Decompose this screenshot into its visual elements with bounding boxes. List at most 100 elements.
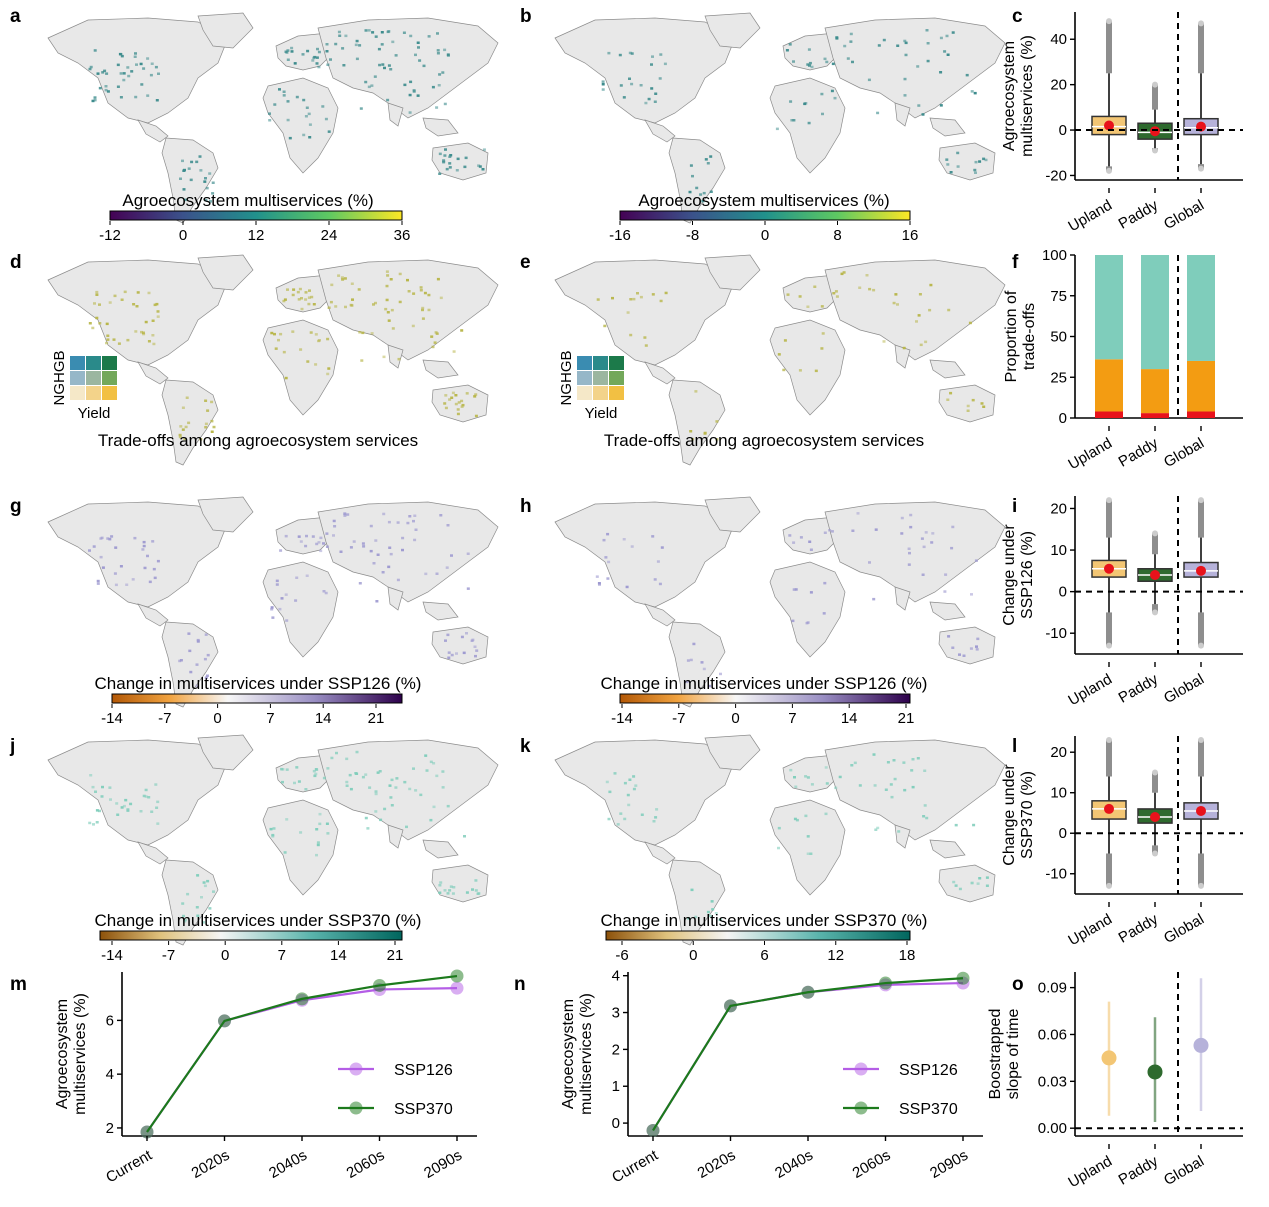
map-h-cell	[830, 530, 834, 533]
map-j-cell	[186, 892, 190, 896]
bivariate-cell	[70, 356, 85, 370]
map-d-cell	[344, 305, 347, 309]
map-a-cell	[285, 51, 289, 54]
map-d-cell	[327, 306, 331, 309]
map-j-cell	[474, 879, 478, 882]
map-k-cell	[795, 818, 799, 822]
colorbar-tick-label: -7	[672, 710, 685, 727]
map-j-cell	[156, 800, 160, 804]
map-g-cell	[346, 513, 350, 516]
map-a-cell	[146, 57, 150, 60]
series-point	[218, 1014, 231, 1028]
map-b-cell	[821, 112, 824, 116]
map-e-cell	[786, 293, 790, 296]
legend-marker	[854, 1101, 868, 1115]
map-g-cell	[206, 653, 210, 657]
map-b-cell	[825, 60, 829, 64]
map-g-cell	[188, 649, 192, 653]
map-b-cell	[946, 53, 950, 56]
map-k-cell	[806, 852, 810, 855]
map-h-cell	[974, 559, 978, 562]
map-d-cell	[283, 298, 287, 301]
colorbar-tick-label: 18	[899, 947, 916, 964]
chart-f: 0 25 50 75 100 Proportion of trade-offs Upland P…	[1003, 247, 1243, 473]
map-e-cell	[611, 296, 614, 300]
map-d-cell	[454, 402, 458, 406]
map-k-cell	[970, 881, 974, 885]
x-tick-label: 2020s	[695, 1147, 739, 1182]
map-j-cell	[144, 795, 148, 798]
map-j-cell	[154, 783, 158, 786]
map-b-cell	[849, 32, 853, 36]
map-g-cell	[382, 512, 386, 516]
map-d-cell	[360, 359, 364, 362]
map-b-colorbar-bar	[619, 210, 911, 221]
map-k-cell	[806, 835, 810, 838]
map-d-cell	[460, 405, 464, 408]
map-a-cell	[96, 72, 100, 75]
map-a-cell	[179, 177, 182, 180]
map-g-cell	[280, 597, 284, 600]
map-j-cell	[325, 822, 329, 825]
map-d-cell	[284, 376, 288, 380]
map-b-cell	[956, 151, 960, 155]
map-a-cell	[154, 65, 158, 69]
map-b-cell	[945, 158, 949, 161]
map-d-cell	[389, 278, 393, 281]
map-d-cell	[384, 307, 388, 311]
map-h-cell	[791, 619, 795, 623]
map-g-cell	[447, 651, 451, 654]
map-a-cell	[286, 100, 290, 103]
map-d-cell	[390, 308, 394, 312]
map-d-cell	[427, 293, 431, 297]
map-g-cell	[413, 538, 417, 542]
map-j-cell	[465, 891, 469, 894]
map-j-cell	[335, 751, 338, 755]
map-j-cell	[330, 756, 334, 760]
map-d-cell	[279, 332, 283, 336]
map-e-cell	[703, 432, 707, 435]
map-j-cell	[95, 821, 99, 824]
map-j-cell	[414, 789, 418, 792]
map-b-cell	[806, 63, 810, 66]
map-j-cell	[441, 770, 445, 773]
map-b-cell	[699, 193, 703, 196]
map-a-cell	[286, 118, 290, 122]
y-tick-label: -20	[1045, 167, 1067, 184]
bivariate-cell	[102, 371, 117, 385]
map-g-cell	[271, 616, 275, 619]
map-j-cell	[388, 784, 392, 787]
map-h-cell	[970, 593, 973, 596]
panel-letter-c: c	[1012, 6, 1023, 27]
map-b-cell	[702, 191, 706, 195]
map-d-title: Trade-offs among agroecosystem services	[98, 431, 418, 450]
map-j-cell	[474, 889, 478, 892]
map-a-cell	[195, 160, 199, 164]
map-h-cell	[792, 541, 796, 544]
map-g-cell	[424, 572, 428, 576]
outlier-point	[1198, 737, 1204, 744]
map-a-cell	[187, 167, 191, 170]
y-tick-label: 20	[1050, 77, 1067, 94]
map-e-cell	[626, 311, 630, 314]
map-b-cell	[846, 57, 850, 60]
map-j-cell	[297, 780, 301, 783]
colorbar-tick-label: -14	[611, 710, 633, 727]
map-j-cell	[206, 879, 210, 883]
map-h-cell	[597, 582, 601, 585]
map-h-cell	[874, 528, 878, 531]
map-b-cell	[810, 65, 814, 69]
map-j-cell	[449, 885, 453, 888]
map-j-cell	[348, 773, 352, 777]
map-h-cell	[931, 532, 935, 535]
outlier-point	[1152, 81, 1158, 88]
map-g-cell	[195, 663, 199, 666]
bivariate-cell	[593, 371, 608, 385]
map-j-cell	[326, 832, 330, 835]
x-tick-label: 2090s	[421, 1147, 465, 1182]
map-d-cell	[314, 333, 318, 336]
map-d-cell	[385, 284, 389, 288]
map-h-cell	[823, 531, 827, 534]
map-d-cell	[183, 437, 187, 441]
map-a-cell	[464, 156, 468, 160]
